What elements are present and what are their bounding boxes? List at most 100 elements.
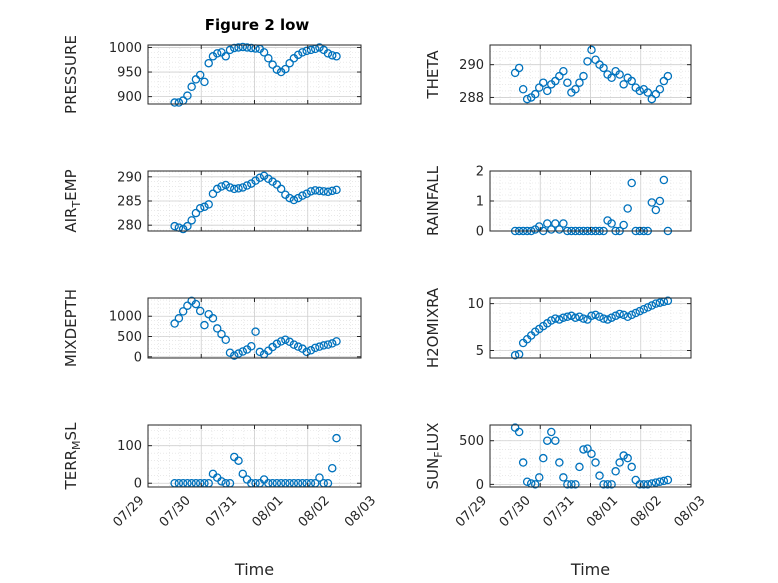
data-point (551, 436, 560, 445)
data-point (332, 52, 341, 61)
data-point (571, 313, 580, 322)
data-point (535, 473, 544, 482)
series-markers (510, 423, 673, 489)
data-point (651, 478, 661, 487)
data-point (212, 49, 222, 58)
data-point (635, 86, 645, 96)
data-point (247, 179, 256, 188)
y-tick-label: 900 (117, 90, 142, 105)
data-point (555, 315, 564, 324)
data-point (238, 183, 248, 192)
data-point (619, 220, 628, 230)
data-point (591, 458, 600, 467)
data-point (268, 60, 277, 69)
data-point (539, 78, 548, 87)
data-point (315, 473, 324, 482)
data-point (587, 311, 596, 321)
data-point (543, 86, 552, 96)
y-tick-label: 5 (476, 344, 484, 359)
data-point (225, 348, 235, 357)
y-tick-label: 1000 (109, 310, 142, 325)
data-point (310, 186, 320, 195)
data-point (659, 175, 669, 185)
data-point (514, 427, 524, 437)
subplot-1: 900 950 1000 PRESSURE (62, 35, 362, 114)
subplot-5: 0 500 1000 MIXDEPTH (62, 289, 362, 367)
data-point (575, 78, 584, 87)
data-point (315, 186, 324, 196)
data-point (183, 91, 192, 100)
data-point (651, 205, 661, 215)
y-tick-label: 2 (476, 165, 484, 180)
data-point (319, 187, 328, 196)
data-point (643, 303, 653, 312)
data-point (551, 219, 560, 228)
data-point (607, 313, 616, 322)
data-point (195, 70, 205, 80)
data-point (623, 453, 632, 463)
data-point (611, 311, 620, 321)
series-markers (170, 433, 341, 488)
data-point (631, 308, 640, 318)
data-point (217, 329, 226, 339)
y-tick-label: 10 (467, 297, 484, 312)
y-axis-label: THETA (424, 50, 442, 100)
y-tick-label: 280 (117, 219, 142, 234)
x-axis-label: Time (234, 560, 274, 579)
data-point (255, 347, 265, 357)
data-point (555, 225, 564, 234)
data-point (639, 480, 649, 489)
data-point (547, 225, 556, 234)
data-point (587, 45, 596, 55)
data-point (200, 202, 209, 212)
data-point (323, 187, 333, 197)
data-point (607, 73, 616, 83)
data-point (655, 477, 665, 487)
data-point (200, 77, 209, 87)
y-axis-label: H2OMIXRA (424, 287, 442, 368)
data-point (615, 70, 624, 79)
data-point (195, 306, 205, 316)
data-point (174, 98, 184, 107)
data-point (170, 221, 179, 231)
data-point (208, 189, 218, 198)
data-point (302, 46, 311, 56)
data-point (242, 181, 252, 190)
data-point (259, 48, 269, 57)
data-point (230, 43, 239, 53)
data-point (327, 186, 337, 196)
data-point (619, 310, 628, 320)
data-point (327, 463, 337, 473)
data-point (599, 63, 608, 73)
data-point (238, 469, 248, 479)
data-point (647, 301, 657, 310)
x-axis-label: Time (570, 560, 610, 579)
data-point (567, 311, 576, 321)
data-point (225, 183, 235, 192)
data-point (170, 98, 179, 107)
data-point (212, 324, 222, 333)
data-point (238, 347, 248, 356)
data-point (255, 173, 265, 183)
y-tick-label: 0 (134, 477, 142, 492)
data-point (603, 480, 612, 489)
data-point (543, 436, 552, 445)
data-point (281, 64, 290, 74)
data-point (595, 312, 604, 321)
data-point (298, 48, 307, 57)
data-point (230, 351, 239, 360)
y-tick-label: 0 (476, 225, 484, 240)
data-point (559, 66, 568, 76)
data-point (272, 65, 282, 74)
data-point (623, 312, 632, 321)
y-axis-label: TERRMSL (62, 422, 83, 491)
series-markers (170, 42, 341, 107)
data-point (551, 314, 560, 323)
data-point (522, 94, 532, 104)
data-point (281, 335, 290, 345)
data-point (663, 296, 673, 306)
data-point (191, 208, 201, 218)
data-point (302, 189, 311, 198)
